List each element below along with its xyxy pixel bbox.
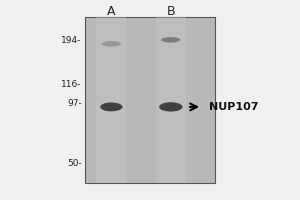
Text: 97-: 97- (67, 99, 82, 108)
Text: 194-: 194- (61, 36, 82, 45)
FancyBboxPatch shape (156, 17, 186, 183)
Text: B: B (167, 5, 175, 18)
Text: NUP107: NUP107 (209, 102, 259, 112)
FancyBboxPatch shape (85, 17, 215, 183)
Ellipse shape (102, 41, 121, 47)
Text: 116-: 116- (61, 80, 82, 89)
Text: 50-: 50- (67, 159, 82, 168)
Ellipse shape (159, 102, 182, 112)
FancyBboxPatch shape (97, 17, 126, 183)
Ellipse shape (161, 37, 181, 43)
Text: A: A (107, 5, 116, 18)
Ellipse shape (100, 102, 122, 111)
